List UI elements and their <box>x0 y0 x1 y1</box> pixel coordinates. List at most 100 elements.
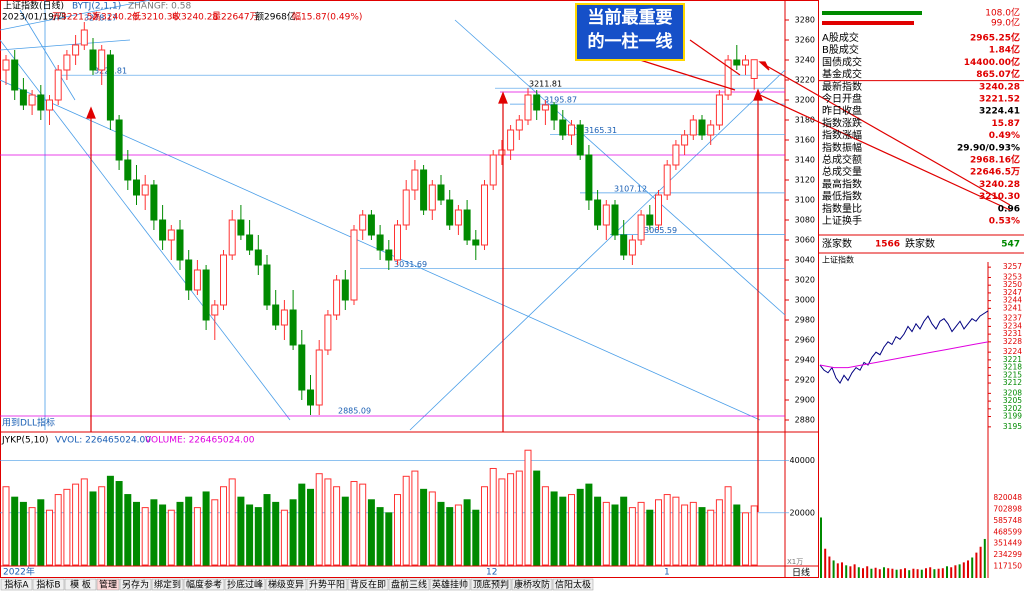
volume-bar <box>628 507 636 566</box>
tab[interactable] <box>265 578 307 591</box>
bar-bottom <box>822 21 914 25</box>
intraday-tick-label: 3234 <box>1003 321 1022 330</box>
stat-value: 3240.28 <box>979 180 1020 190</box>
volume-bar <box>341 496 349 566</box>
volume-bar <box>289 499 297 566</box>
tab-label[interactable]: 顶底预判 <box>473 579 509 591</box>
tab[interactable] <box>347 578 389 591</box>
fall: 547 <box>1001 240 1020 250</box>
candle-body <box>750 59 758 79</box>
tab-label[interactable]: 升势平阳 <box>309 579 345 591</box>
tab-label[interactable]: 幅度参考 <box>186 579 222 591</box>
tab-label[interactable]: 绑定到 <box>154 579 181 591</box>
candle-body <box>402 189 410 226</box>
volume-bar <box>176 501 184 566</box>
candle-body <box>124 159 132 181</box>
stat-label: B股成交 <box>822 43 859 56</box>
y-tick-label: 3020 <box>795 276 815 285</box>
level-label: 3031.69 <box>394 260 427 269</box>
volume-bar <box>124 494 132 566</box>
tab[interactable] <box>552 578 594 591</box>
intraday-vol-label: 117150 <box>993 562 1022 571</box>
tab[interactable] <box>388 578 430 591</box>
tab[interactable] <box>429 578 471 591</box>
volume-bar <box>350 481 358 566</box>
level-label: 3065.59 <box>644 226 677 235</box>
tab-label[interactable]: 另存为 <box>122 579 149 591</box>
intraday-vol-label: 351449 <box>993 539 1022 548</box>
tab[interactable] <box>306 578 348 591</box>
volume-bar <box>228 478 236 566</box>
candle-body <box>246 234 254 251</box>
range: 幅15.87(0.49%) <box>292 11 362 23</box>
tab-label[interactable]: 指标A <box>4 579 29 591</box>
candle-body <box>307 389 314 406</box>
stat-value: 22646.5万 <box>970 167 1020 178</box>
bar-bottom-label: 99.0亿 <box>991 17 1020 29</box>
volume-bar <box>246 504 254 566</box>
volume-bar <box>324 478 332 566</box>
tab[interactable] <box>32 578 65 591</box>
stat-value: 865.07亿 <box>976 68 1020 80</box>
candle-body <box>167 229 175 241</box>
intraday-tick-label: 3247 <box>1003 288 1022 297</box>
candle-body <box>237 219 245 236</box>
tab[interactable] <box>0 578 33 591</box>
tab-label[interactable]: 管理 <box>99 579 117 591</box>
amount: 额2968亿 <box>255 11 296 23</box>
volume-bar <box>550 491 558 566</box>
level-label: 3195.87 <box>544 96 577 105</box>
close: 收3240.28 <box>172 11 218 23</box>
y-tick-label: 2940 <box>795 356 815 365</box>
volume-bar <box>115 481 123 566</box>
arrows <box>86 39 1011 512</box>
volume-bar <box>655 499 662 566</box>
tab-label[interactable]: 模 板 <box>70 579 91 591</box>
volume-bar <box>637 501 645 566</box>
stat-value: 14400.00亿 <box>964 56 1020 68</box>
tab-label[interactable]: 背反在即 <box>350 579 386 591</box>
candle-body <box>315 349 323 406</box>
intraday-vol-label: 820048 <box>993 493 1022 502</box>
candle-body <box>220 254 227 306</box>
tab[interactable] <box>224 578 266 591</box>
zhangf: ZHANGF: 0.58 <box>128 2 191 12</box>
candle-body <box>385 249 393 261</box>
tab[interactable] <box>470 578 512 591</box>
candle-body <box>568 124 575 136</box>
tab-label[interactable]: 盘前三线 <box>391 579 427 591</box>
volume-bar <box>576 488 584 566</box>
tab[interactable] <box>183 578 225 591</box>
tab-label[interactable]: 康桥攻防 <box>514 579 550 591</box>
candle-body <box>541 104 549 111</box>
volume-bar <box>733 504 741 566</box>
candle-body <box>715 94 723 126</box>
tab-label[interactable]: 英雄挂帅 <box>432 579 468 591</box>
stat-value: 0.49% <box>989 131 1020 141</box>
intraday-tick-label: 3250 <box>1003 280 1022 289</box>
candle-body <box>550 104 558 121</box>
candle-body <box>507 129 515 151</box>
volume-bar <box>394 494 401 566</box>
volume-bar <box>411 470 419 566</box>
tab[interactable] <box>64 578 97 591</box>
tab-label[interactable]: 信阳太极 <box>555 579 591 591</box>
tab-label[interactable]: 指标B <box>36 579 60 591</box>
volume-bar <box>724 486 732 566</box>
x-label: 2022年 <box>3 566 35 578</box>
volume-bar <box>106 475 114 566</box>
tab[interactable] <box>511 578 553 591</box>
stat-value: 15.87 <box>992 119 1020 129</box>
intraday-vol-label: 234299 <box>993 550 1022 559</box>
candle-body <box>150 184 158 221</box>
tab[interactable] <box>119 578 152 591</box>
volume-bar <box>133 501 140 566</box>
stat-value: 3221.52 <box>979 95 1020 105</box>
y-tick-label: 3140 <box>795 156 815 165</box>
vol-value: VOLUME: 226465024.00 <box>145 436 255 446</box>
tab[interactable] <box>151 578 184 591</box>
tab-label[interactable]: 梯级变异 <box>268 579 304 591</box>
tab[interactable] <box>96 578 120 591</box>
volume-bar <box>559 496 567 566</box>
tab-label[interactable]: 抄底过峰 <box>227 579 263 591</box>
